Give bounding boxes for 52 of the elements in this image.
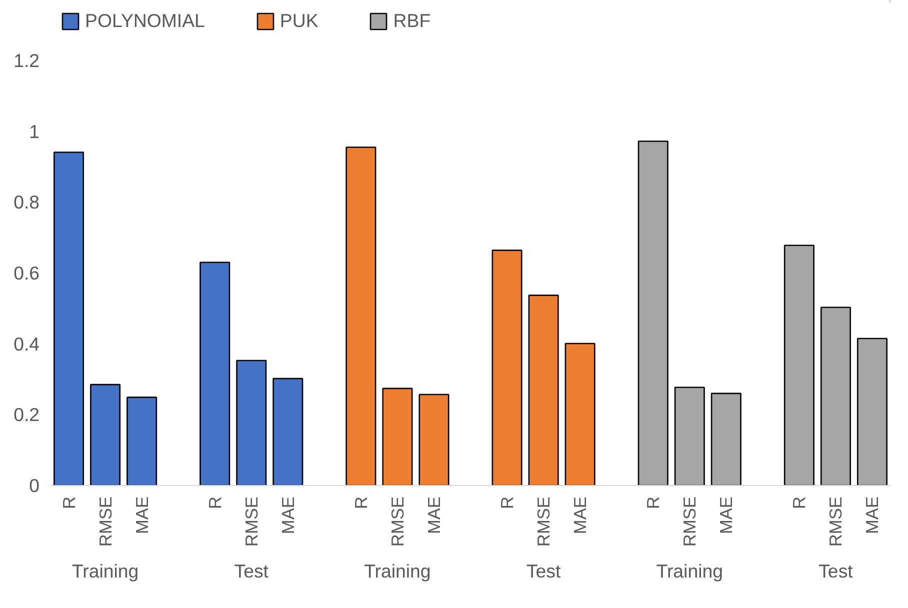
- y-tick-label: 1.2: [14, 50, 40, 71]
- bar: [236, 360, 267, 486]
- text: Training: [72, 560, 139, 582]
- bar: [200, 262, 230, 486]
- bar: [492, 250, 522, 486]
- y-tick-label: 0.6: [14, 262, 40, 284]
- x-tick-label: MAE: [716, 496, 736, 534]
- text: Test: [234, 560, 270, 582]
- x-tick-label: R: [204, 496, 225, 510]
- x-tick-label: R: [350, 496, 371, 510]
- text: Training: [656, 560, 723, 582]
- bar: [564, 342, 596, 486]
- y-tick-label: 0: [29, 475, 40, 496]
- x-tick-label: RMSE: [241, 496, 262, 547]
- bar: [710, 392, 742, 486]
- text: Test: [818, 560, 854, 582]
- text: Training: [364, 560, 431, 582]
- text: Test: [526, 560, 562, 582]
- bar: [820, 306, 851, 486]
- x-tick-label: MAE: [570, 496, 590, 534]
- x-tick-label: MAE: [278, 496, 298, 534]
- bar: [272, 378, 304, 486]
- x-tick-label: RMSE: [534, 496, 554, 547]
- bar: [418, 394, 450, 486]
- y-tick-label: 1: [29, 120, 40, 142]
- y-tick-label: 0.2: [14, 404, 40, 426]
- bar: [674, 386, 705, 486]
- legend-label: RBF: [393, 10, 431, 32]
- x-tick-label: R: [58, 496, 79, 510]
- legend-label: POLYNOMIAL: [85, 10, 205, 32]
- x-tick-label: R: [789, 496, 810, 510]
- x-tick-label: RMSE: [826, 496, 846, 547]
- x-tick-label: MAE: [424, 496, 444, 534]
- x-tick-label: MAE: [132, 496, 152, 534]
- x-tick-label: MAE: [862, 496, 882, 534]
- bar: [856, 338, 888, 486]
- x-tick-label: R: [643, 496, 664, 510]
- bar: [54, 152, 84, 486]
- legend-label: PUK: [280, 10, 318, 32]
- x-tick-label: RMSE: [680, 496, 700, 547]
- bar: [528, 294, 559, 486]
- x-tick-label: R: [497, 496, 518, 510]
- bar: [126, 396, 158, 486]
- bar: [638, 140, 668, 486]
- y-tick-label: 0.8: [14, 192, 40, 213]
- x-tick-label: RMSE: [95, 496, 116, 547]
- bar: [784, 244, 814, 486]
- y-tick-label: 0.4: [14, 333, 40, 354]
- bar: [90, 384, 121, 486]
- bar: [346, 146, 376, 486]
- bar: [382, 388, 413, 486]
- x-tick-label: RMSE: [387, 496, 408, 547]
